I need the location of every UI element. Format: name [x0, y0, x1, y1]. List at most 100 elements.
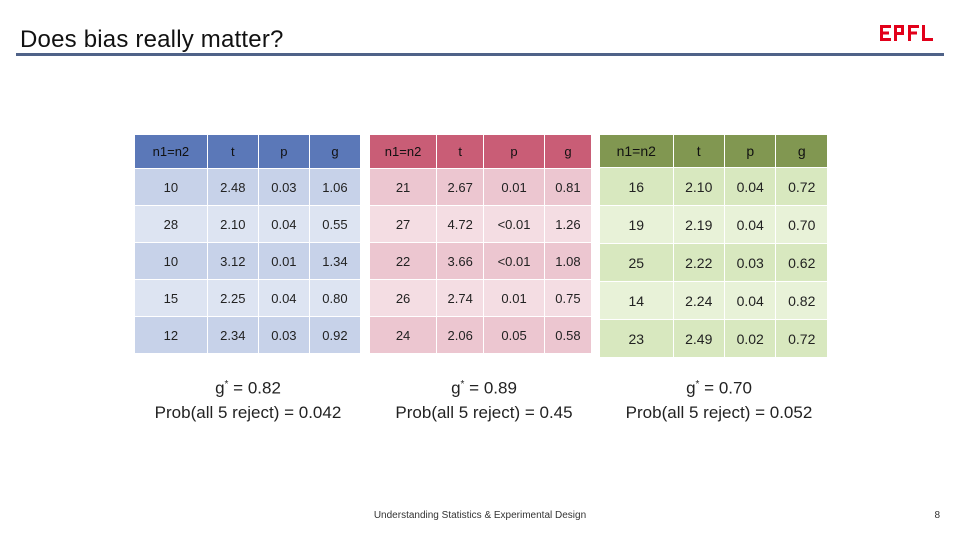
table-cell: 0.82 — [776, 282, 828, 320]
table-cell: 26 — [370, 280, 438, 317]
table-cell: 0.55 — [309, 206, 361, 243]
results-table-2: n1=n2 t p g 21 2.67 0.01 0.81 27 4.72 <0… — [370, 135, 592, 354]
table-cell: 2.74 — [437, 280, 485, 317]
table-row: 27 4.72 <0.01 1.26 — [370, 206, 592, 243]
table-cell: 2.48 — [207, 169, 259, 206]
header-cell: t — [437, 135, 485, 169]
table-cell: 2.22 — [673, 244, 725, 282]
table-row: 25 2.22 0.03 0.62 — [600, 244, 828, 282]
slide-footer: Understanding Statistics & Experimental … — [373, 510, 587, 521]
table-row: 23 2.49 0.02 0.72 — [600, 320, 828, 358]
table-header-row: n1=n2 t p g — [600, 135, 828, 168]
table-cell: 0.72 — [776, 320, 828, 358]
table-cell: 10 — [135, 243, 208, 280]
table-cell: 0.04 — [258, 206, 310, 243]
table-cell: 0.58 — [544, 317, 592, 354]
header-cell: n1=n2 — [135, 135, 208, 169]
table-cell: 16 — [600, 168, 674, 206]
table-cell: 2.10 — [207, 206, 259, 243]
table-cell: 0.01 — [484, 280, 545, 317]
table-cell: 0.62 — [776, 244, 828, 282]
pooled-effect-size: g* = 0.89 — [451, 378, 517, 398]
table-cell: 3.12 — [207, 243, 259, 280]
table-cell: 10 — [135, 169, 208, 206]
table-row: 19 2.19 0.04 0.70 — [600, 206, 828, 244]
table-cell: 2.06 — [437, 317, 485, 354]
table-cell: 0.01 — [484, 169, 545, 206]
table-cell: 1.34 — [309, 243, 361, 280]
table-cell: 0.92 — [309, 317, 361, 354]
table-cell: 0.02 — [724, 320, 777, 358]
pooled-effect-size: g* = 0.70 — [686, 378, 752, 398]
pooled-effect-size: g* = 0.82 — [215, 378, 281, 398]
epfl-logo — [880, 25, 933, 41]
table-row: 26 2.74 0.01 0.75 — [370, 280, 592, 317]
table-row: 22 3.66 <0.01 1.08 — [370, 243, 592, 280]
table-cell: 25 — [600, 244, 674, 282]
header-cell: t — [673, 135, 725, 168]
table-cell: 0.04 — [724, 168, 777, 206]
table-cell: 27 — [370, 206, 438, 243]
table-cell: 0.03 — [724, 244, 777, 282]
summary-table-2: g* = 0.89 Prob(all 5 reject) = 0.45 — [370, 373, 598, 425]
table-cell: 0.01 — [258, 243, 310, 280]
summary-table-3: g* = 0.70 Prob(all 5 reject) = 0.052 — [600, 373, 838, 425]
table-cell: 0.70 — [776, 206, 828, 244]
header-cell: p — [258, 135, 310, 169]
table-row: 15 2.25 0.04 0.80 — [135, 280, 361, 317]
table-row: 10 3.12 0.01 1.34 — [135, 243, 361, 280]
table-cell: 28 — [135, 206, 208, 243]
table-cell: 0.72 — [776, 168, 828, 206]
table-cell: 1.06 — [309, 169, 361, 206]
table-cell: 0.04 — [258, 280, 310, 317]
table-cell: 2.67 — [437, 169, 485, 206]
header-cell: n1=n2 — [600, 135, 674, 168]
slide-title: Does bias really matter? — [20, 26, 284, 53]
header-cell: g — [544, 135, 592, 169]
table-cell: 0.04 — [724, 206, 777, 244]
table-cell: 0.75 — [544, 280, 592, 317]
table-cell: 19 — [600, 206, 674, 244]
table-cell: 0.81 — [544, 169, 592, 206]
table-cell: 2.25 — [207, 280, 259, 317]
table-cell: 3.66 — [437, 243, 485, 280]
header-cell: p — [484, 135, 545, 169]
table-row: 21 2.67 0.01 0.81 — [370, 169, 592, 206]
table-cell: 12 — [135, 317, 208, 354]
table-cell: 0.80 — [309, 280, 361, 317]
reject-probability: Prob(all 5 reject) = 0.45 — [395, 402, 573, 422]
table-cell: 4.72 — [437, 206, 485, 243]
table-row: 12 2.34 0.03 0.92 — [135, 317, 361, 354]
table-cell: 21 — [370, 169, 438, 206]
results-table-3: n1=n2 t p g 16 2.10 0.04 0.72 19 2.19 0.… — [600, 135, 828, 358]
table-cell: 2.10 — [673, 168, 725, 206]
table-header-row: n1=n2 t p g — [135, 135, 361, 169]
table-cell: <0.01 — [484, 206, 545, 243]
table-cell: 2.24 — [673, 282, 725, 320]
header-cell: g — [309, 135, 361, 169]
table-cell: 2.49 — [673, 320, 725, 358]
table-cell: 15 — [135, 280, 208, 317]
table-cell: <0.01 — [484, 243, 545, 280]
table-cell: 0.04 — [724, 282, 777, 320]
table-row: 16 2.10 0.04 0.72 — [600, 168, 828, 206]
header-cell: t — [207, 135, 259, 169]
table-row: 24 2.06 0.05 0.58 — [370, 317, 592, 354]
reject-probability: Prob(all 5 reject) = 0.052 — [625, 402, 813, 422]
table-cell: 0.03 — [258, 169, 310, 206]
header-cell: p — [724, 135, 777, 168]
table-cell: 1.26 — [544, 206, 592, 243]
table-header-row: n1=n2 t p g — [370, 135, 592, 169]
table-cell: 14 — [600, 282, 674, 320]
header-cell: g — [776, 135, 828, 168]
table-cell: 22 — [370, 243, 438, 280]
reject-probability: Prob(all 5 reject) = 0.042 — [154, 402, 342, 422]
table-cell: 2.19 — [673, 206, 725, 244]
table-cell: 0.05 — [484, 317, 545, 354]
table-cell: 2.34 — [207, 317, 259, 354]
page-number: 8 — [934, 510, 940, 521]
table-row: 14 2.24 0.04 0.82 — [600, 282, 828, 320]
summary-table-1: g* = 0.82 Prob(all 5 reject) = 0.042 — [135, 373, 361, 425]
table-row: 10 2.48 0.03 1.06 — [135, 169, 361, 206]
table-cell: 23 — [600, 320, 674, 358]
